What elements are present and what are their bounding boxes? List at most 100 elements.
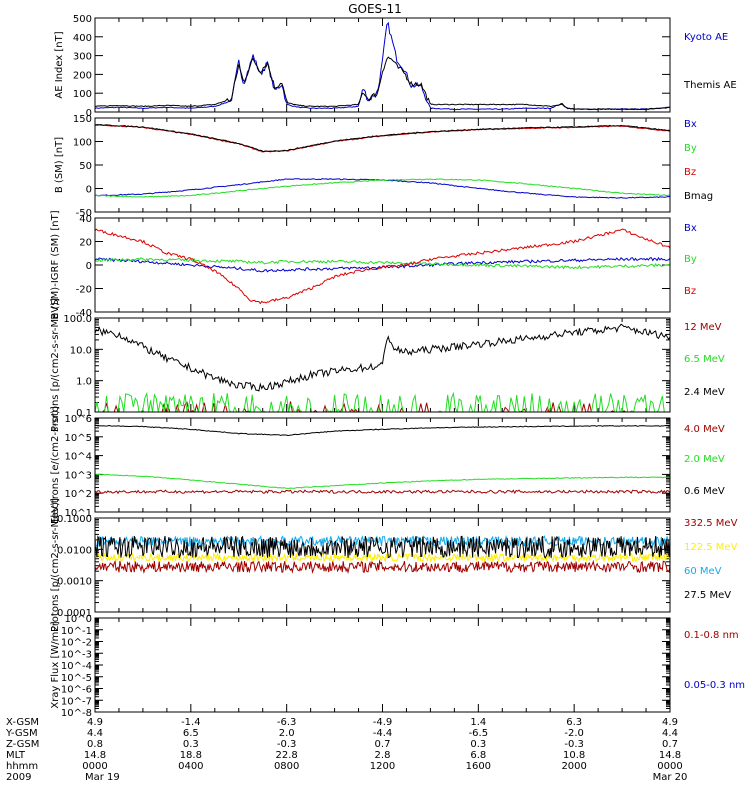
orbit-value: -1.4: [181, 717, 201, 728]
orbit-value: 0000: [82, 761, 107, 772]
tick-label: -40: [76, 308, 92, 319]
panel-ae: 0 100 200 300 400 500 AE Index [nT] Kyoto AE The…: [54, 14, 737, 119]
series-27-5-mev: [95, 535, 670, 559]
orbit-value: 2000: [561, 761, 586, 772]
tick-label: 0.1000: [57, 514, 92, 525]
panel-xray: 10^-810^-710^-610^-510^-410^-310^-210^-1…: [50, 614, 745, 719]
tick-label: 100.0: [63, 314, 92, 325]
orbit-value: 0800: [274, 761, 299, 772]
orbit-value: 6.5: [183, 728, 199, 739]
series-bz: [95, 228, 670, 305]
legend-entry: 6.5 MeV: [684, 354, 725, 365]
orbit-row-label: Z-GSM: [6, 739, 39, 750]
tick-label: 10^2: [65, 489, 92, 500]
series-2-4-mev: [95, 323, 670, 392]
orbit-value: -6.5: [469, 728, 489, 739]
series-by: [95, 178, 670, 198]
series-bz: [95, 124, 670, 153]
tick-label: 100: [73, 138, 92, 149]
orbit-value: 0400: [178, 761, 203, 772]
orbit-value: 0000: [657, 761, 682, 772]
panel-frame: [94, 617, 671, 713]
tick-label: 0.0100: [57, 545, 92, 556]
tick-label: 10.0: [70, 345, 92, 356]
orbit-row-label: X-GSM: [6, 717, 39, 728]
legend-entry: 2.4 MeV: [684, 387, 725, 398]
tick-label: 10^1: [65, 508, 92, 519]
orbit-value: 2.8: [375, 750, 391, 761]
legend-entry: By: [684, 143, 697, 154]
tick-label: 500: [73, 14, 92, 25]
legend-entry: 12 MeV: [684, 322, 722, 333]
series-themis-ae: [95, 56, 670, 111]
tick-label: -20: [76, 285, 92, 296]
legend-entry: Kyoto AE: [684, 32, 728, 43]
orbit-value: -4.9: [373, 717, 393, 728]
orbit-value: 0.8: [87, 739, 103, 750]
series-122-5-mev: [95, 551, 670, 564]
orbit-value: 1600: [466, 761, 491, 772]
panel-frame: [94, 517, 671, 613]
tick-label: 0: [86, 185, 92, 196]
tick-label: 1.0: [76, 377, 92, 388]
y-axis-label: B (SM)-IGRF (SM) [nT]: [50, 210, 61, 319]
y-axis-label: AE Index [nT]: [54, 31, 65, 98]
tick-label: 0: [86, 108, 92, 119]
legend-entry: Themis AE: [683, 80, 737, 91]
legend-entry: 4.0 MeV: [684, 424, 725, 435]
tick-label: 400: [73, 33, 92, 44]
orbit-row-label: MLT: [6, 750, 26, 761]
series-kyoto-ae: [95, 21, 670, 111]
y-axis-label: Protons [p/(cm2-s-sr-MeV)]: [50, 298, 61, 432]
panel-b_sm: -50 0 50 100 150 B (SM) [nT] Bx By Bz Bmag: [54, 114, 713, 219]
tick-label: 10^-7: [61, 696, 92, 707]
orbit-value: 4.9: [87, 717, 103, 728]
tick-label: 40: [79, 214, 92, 225]
orbit-row-label: hhmm: [6, 761, 38, 772]
orbit-value: 0.3: [183, 739, 199, 750]
tick-label: 0: [86, 261, 92, 272]
tick-label: 10^-5: [61, 673, 92, 684]
y-axis-label: B (SM) [nT]: [54, 137, 65, 193]
series-4-0-mev: [95, 489, 670, 495]
orbit-value: -0.3: [277, 739, 297, 750]
tick-label: 10^0: [65, 614, 92, 625]
orbit-value: 4.9: [662, 717, 678, 728]
series-0-6-mev: [95, 424, 670, 437]
orbit-value: Mar 19: [85, 772, 120, 783]
legend-entry: 332.5 MeV: [684, 518, 738, 529]
tick-label: 0.0001: [57, 608, 92, 619]
orbit-value: 2.0: [279, 728, 295, 739]
orbit-value: 1.4: [470, 717, 486, 728]
orbit-value: 0.7: [662, 739, 678, 750]
legend-entry: 60 MeV: [684, 566, 722, 577]
tick-label: 10^4: [65, 452, 92, 463]
y-axis-label: Protons [p/(cm2-s-sr-MeV)]: [50, 498, 61, 632]
tick-label: 300: [73, 52, 92, 63]
orbit-value: 4.4: [662, 728, 678, 739]
panel-frame: [94, 117, 671, 213]
tick-label: 10^-2: [61, 638, 92, 649]
tick-label: 10^6: [65, 414, 92, 425]
legend-entry: Bx: [684, 223, 697, 234]
panel-frame: [94, 317, 671, 413]
legend-entry: 0.1-0.8 nm: [684, 630, 739, 641]
tick-label: 0.1: [76, 408, 92, 419]
tick-label: 0.0010: [57, 577, 92, 588]
tick-label: 20: [79, 238, 92, 249]
tick-label: 10^-3: [61, 649, 92, 660]
series-2-0-mev: [95, 473, 670, 489]
legend-entry: Bz: [684, 286, 696, 297]
orbit-value: 1200: [370, 761, 395, 772]
tick-label: 100: [73, 89, 92, 100]
orbit-row-label: Y-GSM: [5, 728, 38, 739]
panel-electrons: 10^1 10^2 10^3 10^4 10^5 10^6 Electrons [e/(cm…: [50, 406, 725, 524]
legend-entry: 27.5 MeV: [684, 590, 731, 601]
orbit-value: 0.7: [375, 739, 391, 750]
orbit-value: -6.3: [277, 717, 297, 728]
orbit-value: 14.8: [659, 750, 681, 761]
